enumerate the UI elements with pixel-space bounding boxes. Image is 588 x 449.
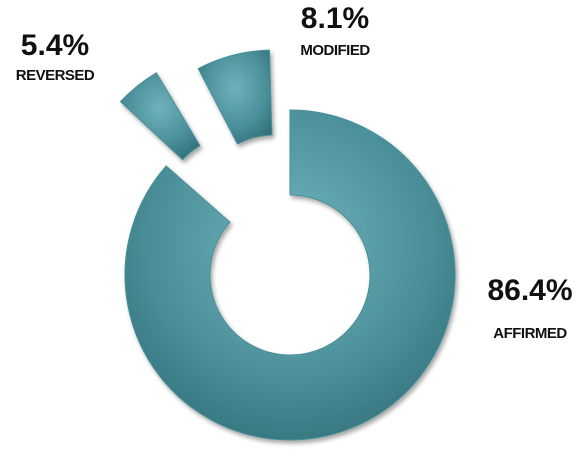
value-label: 86.4% [487, 274, 572, 307]
category-label: MODIFIED [300, 42, 370, 59]
value-label: 8.1% [301, 2, 369, 35]
value-label: 5.4% [21, 29, 89, 62]
donut-slice [197, 49, 273, 145]
category-label: AFFIRMED [493, 325, 567, 342]
donut-slice [124, 109, 456, 441]
donut-slice [119, 72, 201, 161]
category-label: REVERSED [16, 67, 95, 84]
